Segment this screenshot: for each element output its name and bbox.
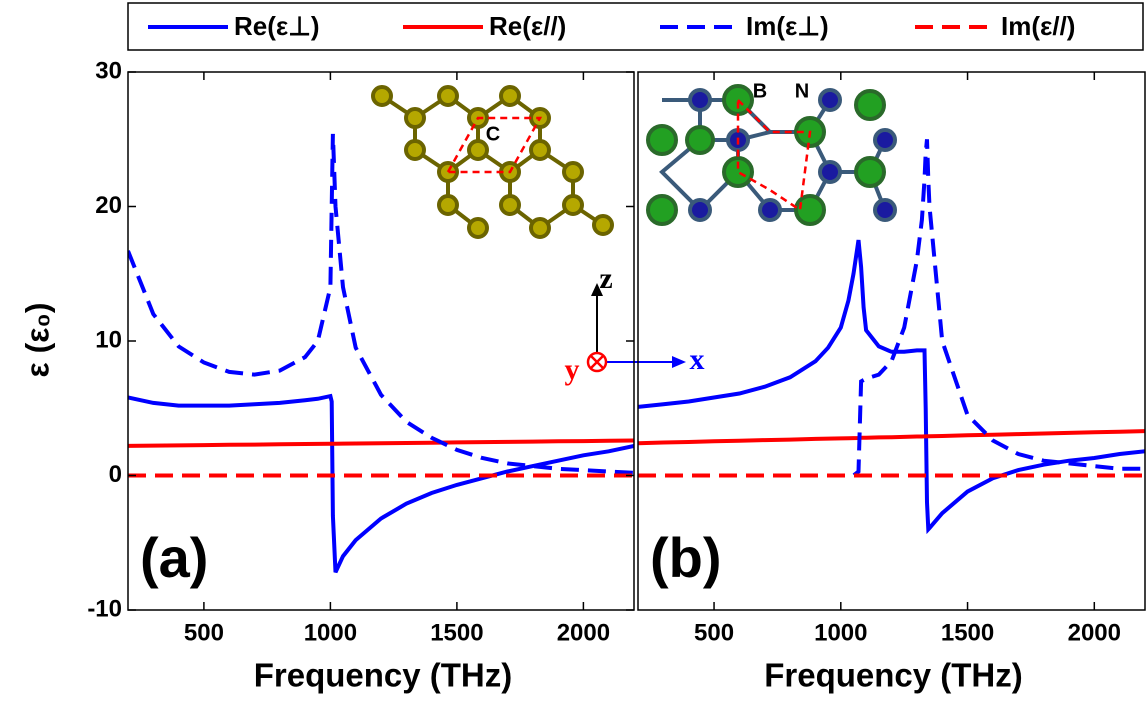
y-tick-label: 10 <box>95 326 122 353</box>
x-tick-label: 1000 <box>304 619 357 646</box>
figure: 500 1000 1500 2000 -10 0 10 20 30 Frequency (THz)… <box>0 0 1148 704</box>
panel-label: (b) <box>650 526 722 589</box>
x-axis-label: Frequency (THz) <box>764 657 1023 694</box>
legend-label: Re(ε//) <box>489 11 566 41</box>
x-tick-label: 2000 <box>1068 619 1121 646</box>
y-tick-label: -10 <box>87 595 122 622</box>
x-tick-label: 1500 <box>941 619 994 646</box>
annotation: N <box>795 80 809 102</box>
series-line <box>128 134 634 473</box>
y-tick-label: 30 <box>95 57 122 84</box>
x-tick-label: 500 <box>694 619 734 646</box>
legend-label: Re(ε⊥) <box>234 11 320 41</box>
series-line <box>638 139 1145 475</box>
annotation: C <box>486 123 500 145</box>
inset-hbn <box>648 86 895 224</box>
annotation: y <box>565 353 580 386</box>
series-line <box>638 431 1145 443</box>
series-line <box>638 240 1145 529</box>
annotation: x <box>690 343 705 376</box>
plot-area <box>128 134 634 572</box>
axes-indicator <box>588 283 686 371</box>
y-tick-label: 20 <box>95 192 122 219</box>
x-tick-label: 2000 <box>557 619 610 646</box>
annotation: z <box>599 262 612 295</box>
series-line <box>128 441 634 446</box>
x-tick-label: 500 <box>184 619 224 646</box>
x-tick-label: 1500 <box>430 619 483 646</box>
legend-label: Im(ε⊥) <box>746 11 829 41</box>
legend-label: Im(ε//) <box>1001 11 1075 41</box>
x-axis-label: Frequency (THz) <box>254 657 513 694</box>
y-axis-label: ε (ε₀) <box>19 303 55 378</box>
y-tick-label: 0 <box>109 461 122 488</box>
x-tick-label: 1000 <box>814 619 867 646</box>
annotation: B <box>753 80 767 102</box>
inset-graphene <box>373 87 612 237</box>
panel-label: (a) <box>140 526 208 589</box>
